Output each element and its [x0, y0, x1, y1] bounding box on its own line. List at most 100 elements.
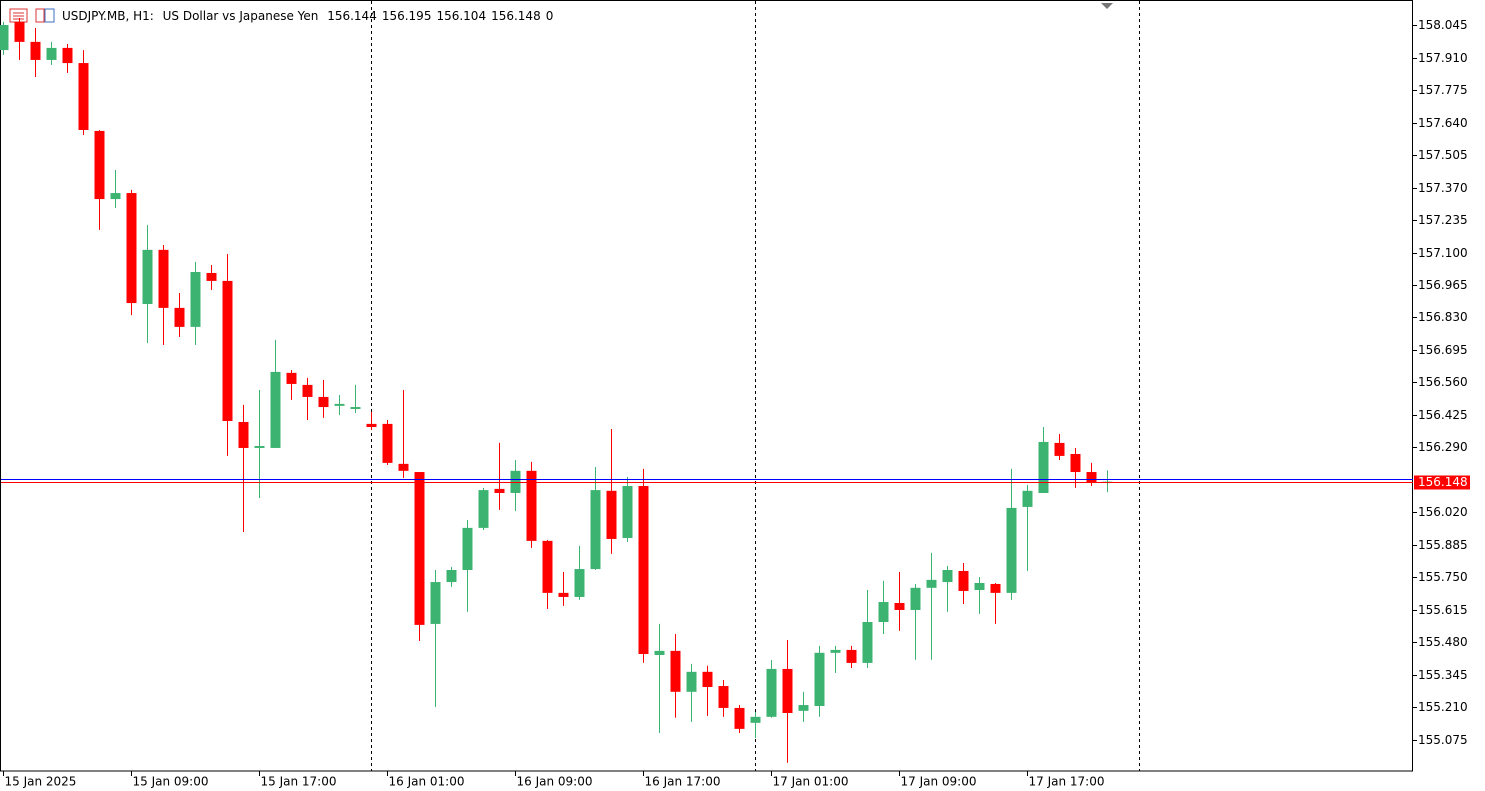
candle-body [878, 602, 889, 622]
y-tick-label: 157.100 [1418, 246, 1468, 260]
candle-body [814, 652, 825, 707]
candle-body [462, 527, 473, 571]
candle-body [622, 485, 633, 538]
y-tick-label: 155.885 [1418, 538, 1468, 552]
candle-body [174, 307, 185, 327]
candles [0, 18, 1113, 763]
header-open: 156.144 [327, 9, 377, 23]
candle-body [62, 47, 73, 64]
candle-body [350, 407, 361, 409]
candle-body [766, 668, 777, 717]
plot-border [0, 0, 1413, 772]
candle-body [0, 25, 9, 51]
candle-body [238, 421, 249, 448]
y-tick-label: 158.045 [1418, 18, 1468, 32]
candle-body [478, 490, 489, 528]
candle-body [894, 602, 905, 610]
header-close: 156.148 [491, 9, 541, 23]
candle-body [158, 249, 169, 308]
header-icons [9, 8, 55, 23]
y-tick-label: 156.425 [1418, 408, 1468, 422]
candle-body [750, 716, 761, 723]
candle-body [142, 249, 153, 305]
y-tick-label: 157.505 [1418, 148, 1468, 162]
y-tick-label: 155.075 [1418, 733, 1468, 747]
candle-body [430, 582, 441, 624]
icon [44, 8, 55, 23]
period-separators [371, 1, 1140, 771]
y-tick-label: 156.290 [1418, 440, 1468, 454]
candle-body [782, 668, 793, 713]
candle-body [654, 650, 665, 655]
candle-body [846, 649, 857, 663]
candle-body [974, 583, 985, 590]
candle-body [78, 63, 89, 130]
candle-body [366, 423, 377, 428]
price-label: 156.148 [1418, 475, 1468, 489]
candle-body [1054, 442, 1065, 456]
candle-body [14, 21, 25, 42]
candle-body [862, 621, 873, 663]
candle-body [494, 488, 505, 493]
candle-body [302, 384, 313, 397]
candle-body [510, 470, 521, 493]
y-tick-label: 157.640 [1418, 116, 1468, 130]
x-tick-label: 17 Jan 17:00 [1029, 775, 1105, 789]
candle-body [606, 490, 617, 539]
candle-body [398, 463, 409, 471]
y-tick-label: 155.480 [1418, 635, 1468, 649]
candle-body [574, 569, 585, 597]
candle-body [910, 587, 921, 610]
candle-body [270, 371, 281, 448]
candle-body [382, 423, 393, 463]
y-tick-label: 156.965 [1418, 278, 1468, 292]
candle-body [286, 372, 297, 384]
candle-body [686, 671, 697, 692]
candle-body [942, 570, 953, 583]
candle-body [702, 671, 713, 687]
candle-body [830, 649, 841, 653]
candle-body [222, 280, 233, 422]
candle-body [958, 570, 969, 591]
chart-header: USDJPY.MB, H1: US Dollar vs Japanese Yen… [62, 9, 558, 23]
x-tick-label: 16 Jan 17:00 [645, 775, 721, 789]
candle-body [990, 583, 1001, 593]
y-tick-label: 157.910 [1418, 51, 1468, 65]
candle-body [30, 41, 41, 60]
candle-body [926, 579, 937, 588]
candle-body [1038, 441, 1049, 493]
header-high: 156.195 [381, 9, 432, 23]
x-tick-label: 16 Jan 09:00 [517, 775, 593, 789]
candle-body [558, 592, 569, 597]
candle-body [94, 130, 105, 200]
candle-body [1006, 507, 1017, 593]
y-tick-label: 157.775 [1418, 83, 1468, 97]
candle-body [718, 686, 729, 708]
candle-body [670, 650, 681, 692]
shift-marker [1101, 3, 1113, 9]
x-tick-label: 17 Jan 01:00 [773, 775, 849, 789]
candle-body [334, 403, 345, 406]
candle-body [1086, 472, 1097, 483]
y-tick-label: 155.210 [1418, 700, 1468, 714]
y-tick-label: 157.235 [1418, 213, 1468, 227]
candle-body [318, 396, 329, 408]
y-tick-label: 156.830 [1418, 310, 1468, 324]
candle-body [734, 707, 745, 729]
y-tick-label: 155.615 [1418, 603, 1468, 617]
candle-body [254, 446, 265, 448]
y-tick-label: 156.020 [1418, 505, 1468, 519]
header-low: 156.104 [436, 9, 487, 23]
icon [35, 8, 45, 23]
candle-body [190, 272, 201, 327]
x-tick-label: 15 Jan 2025 [5, 775, 77, 789]
candle-body [1022, 490, 1033, 507]
y-tick-label: 156.560 [1418, 375, 1468, 389]
description: US Dollar vs Japanese Yen [162, 9, 319, 23]
y-tick-label: 157.370 [1418, 181, 1468, 195]
candle-body [414, 472, 425, 625]
candle-body [446, 570, 457, 583]
candle-body [1070, 453, 1081, 473]
